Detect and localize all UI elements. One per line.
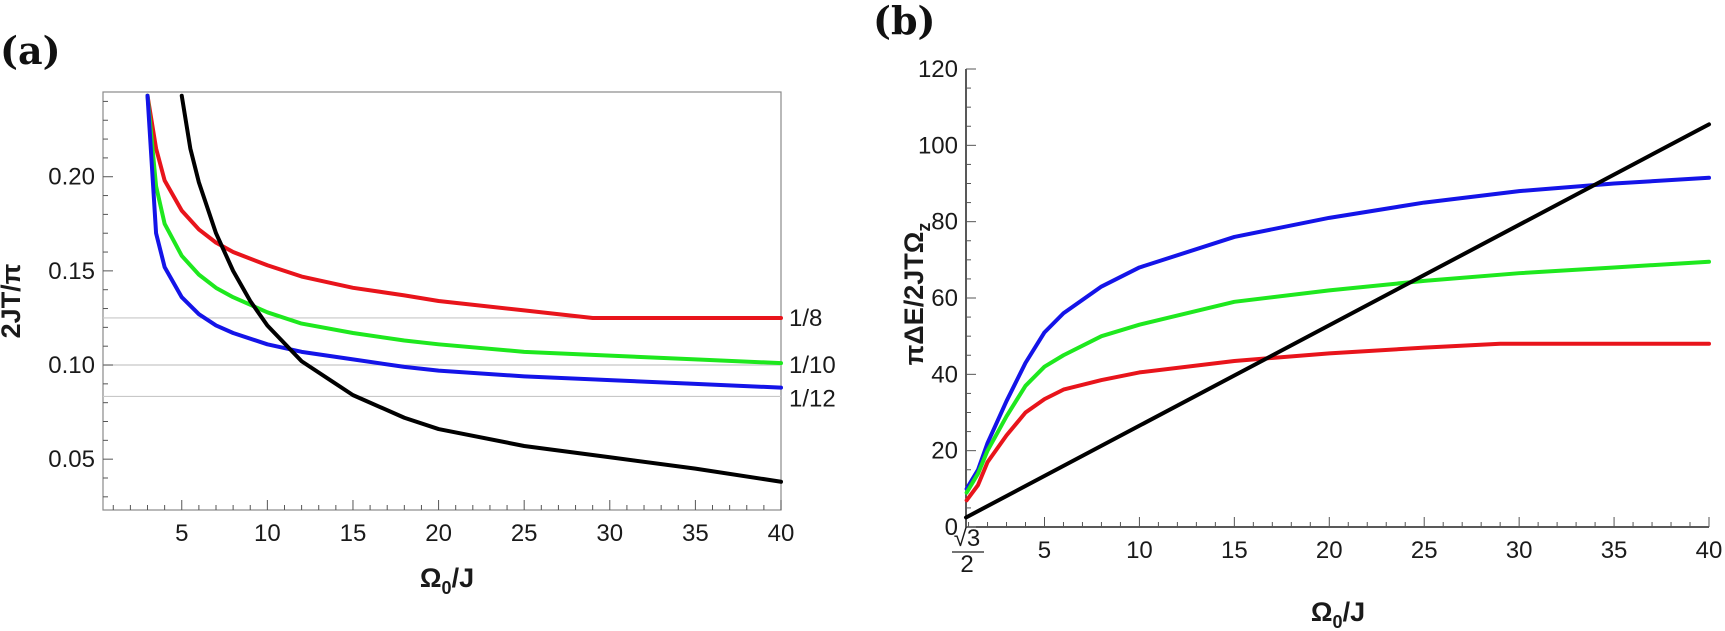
panel-a-x-tick-label: 25 — [511, 520, 538, 547]
panel-b-series-line-0 — [964, 175, 1711, 491]
panel-b-tick-labels: 5 10 15 20 25 30 35 40 0 20 40 60 80 100 120 — [918, 56, 1722, 564]
panel-b-y-tick-label: 20 — [931, 438, 958, 465]
panel-a-label: (a) — [0, 28, 61, 73]
panel-a-reference-label-0: 1/8 — [789, 305, 822, 332]
panel-a-reference-label-1: 1/10 — [789, 352, 836, 379]
panel-b-y-tick-label: 120 — [918, 56, 958, 83]
panel-a-x-axis-title-main: Ω — [420, 563, 442, 593]
panel-a-plot-frame — [102, 91, 782, 511]
panel-b-label: (b) — [873, 0, 936, 43]
panel-b-ticks — [966, 68, 1710, 528]
panel-a-x-tick-label: 20 — [425, 520, 452, 547]
panel-b-x-tick-label: 35 — [1601, 537, 1628, 564]
panel-a-y-tick-label: 0.15 — [48, 258, 95, 285]
panel-b-series — [964, 122, 1711, 520]
panel-b-y-axis-title-sub: z — [914, 223, 934, 232]
panel-b-x-tick-label: 10 — [1126, 537, 1153, 564]
panel-a-series-line-3 — [179, 93, 783, 484]
panel-a-x-tick-label: 10 — [254, 520, 281, 547]
panel-a-x-axis-title: Ω0/J — [420, 563, 474, 598]
panel-b-x-axis-title-main: Ω — [1311, 597, 1333, 627]
panel-a-series-line-2 — [145, 93, 783, 390]
panel-b-x-tick-label: 20 — [1316, 537, 1343, 564]
panel-b-x-tick-label: 15 — [1221, 537, 1248, 564]
panel-a-x-tick-label: 5 — [175, 520, 188, 547]
panel-b-x-start-label-denominator: 2 — [960, 551, 973, 578]
panel-b-y-tick-label: 40 — [931, 361, 958, 388]
panel-a-x-axis-title-tail: /J — [452, 563, 475, 593]
panel-b-y-axis-title-main: πΔE/2JTΩ — [899, 232, 929, 366]
panel-b-y-tick-label: 80 — [931, 209, 958, 236]
panel-a-x-tick-label: 40 — [768, 520, 795, 547]
panel-a-y-axis-title: 2JT/π — [0, 264, 26, 339]
panel-b-x-axis-title: Ω0/J — [1311, 597, 1365, 631]
panel-a-series-line-0 — [145, 93, 783, 320]
panel-a-y-tick-label: 0.05 — [48, 446, 95, 473]
panel-b-x-tick-label: 30 — [1506, 537, 1533, 564]
panel-a-series-line-1 — [145, 93, 783, 366]
panel-a: (a) 1/8 1/10 1/12 5 10 15 20 25 30 35 40 0.05 0.10 0.… — [0, 28, 836, 598]
panel-b-y-tick-label: 0 — [945, 514, 958, 541]
panel-a-y-tick-label: 0.20 — [48, 164, 95, 191]
panel-a-series — [145, 93, 783, 484]
panel-a-x-tick-label: 30 — [596, 520, 623, 547]
panel-b-series-line-3 — [964, 122, 1711, 520]
panel-a-x-axis-title-sub: 0 — [442, 578, 452, 598]
panel-a-y-tick-label: 0.10 — [48, 352, 95, 379]
panel-b-x-axis-title-sub: 0 — [1333, 612, 1343, 631]
panel-b-y-tick-label: 60 — [931, 285, 958, 312]
panel-b-x-tick-label: 5 — [1038, 537, 1051, 564]
panel-b-x-axis-title-tail: /J — [1343, 597, 1366, 627]
panel-a-reference-label-2: 1/12 — [789, 385, 836, 412]
panel-b-x-tick-label: 40 — [1696, 537, 1723, 564]
panel-b-y-tick-label: 100 — [918, 132, 958, 159]
panel-b-y-axis-title: πΔE/2JTΩz — [899, 223, 934, 366]
panel-b-series-line-1 — [964, 259, 1711, 495]
panel-b-x-start-label-numerator: √3 — [954, 525, 981, 552]
panel-a-tick-labels: 1/8 1/10 1/12 5 10 15 20 25 30 35 40 0.05 0.10 0.15 0.… — [48, 164, 835, 547]
panel-b-x-start-label: √3 2 — [952, 525, 984, 578]
panel-b-series-line-2 — [964, 341, 1711, 503]
panel-b-x-tick-label: 25 — [1411, 537, 1438, 564]
panel-a-x-tick-label: 35 — [682, 520, 709, 547]
panel-a-x-tick-label: 15 — [340, 520, 367, 547]
panel-a-ticks — [103, 100, 782, 510]
